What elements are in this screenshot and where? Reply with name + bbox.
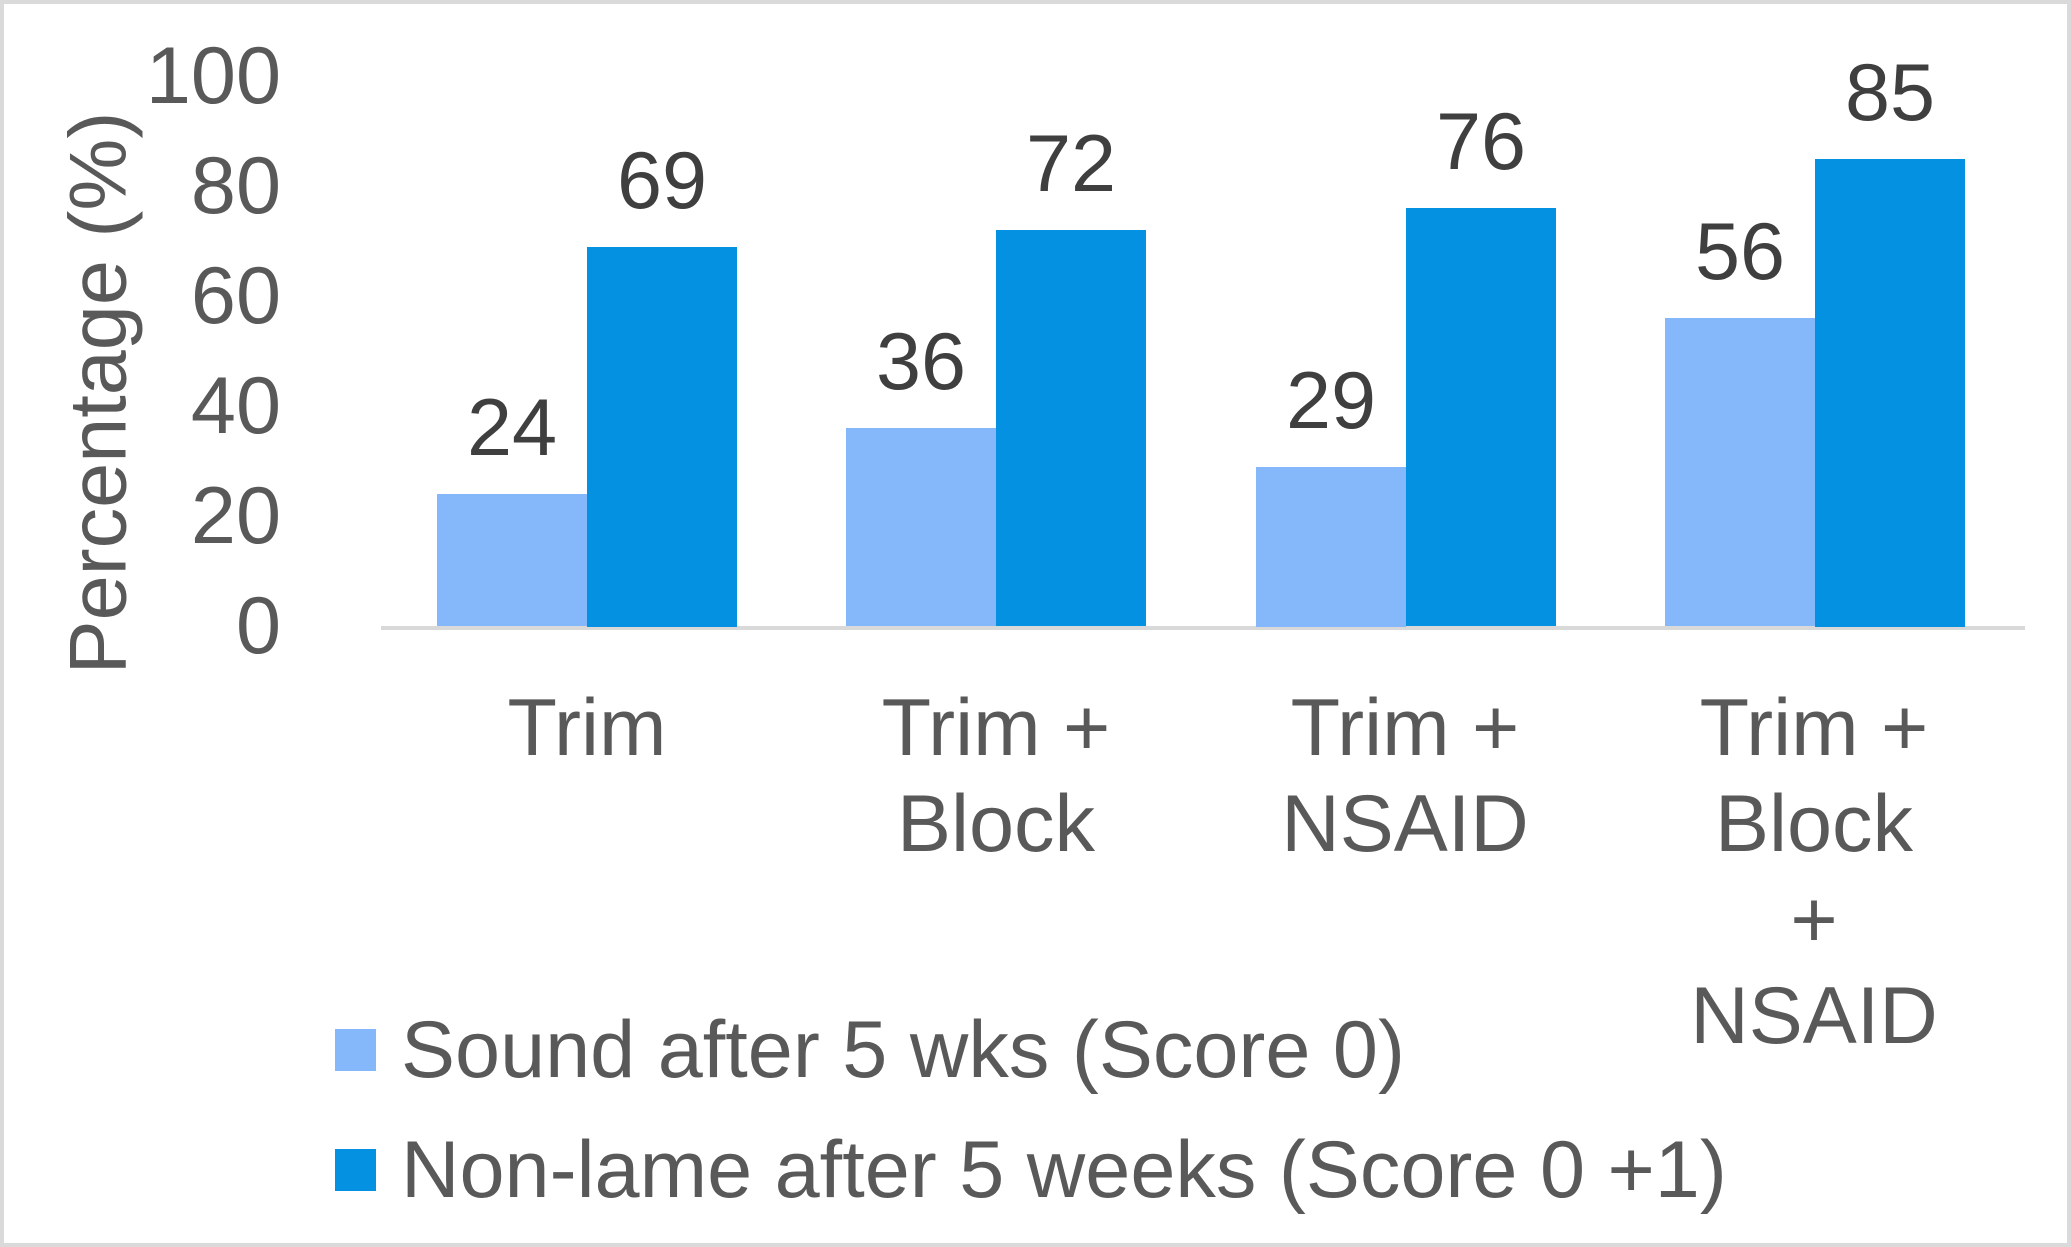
bar-data-label: 56 xyxy=(1694,207,1786,297)
y-tick-label: 100 xyxy=(145,31,281,121)
y-tick-label: 60 xyxy=(190,251,281,341)
bar-data-label: 76 xyxy=(1435,97,1527,187)
legend-label: Sound after 5 wks (Score 0) xyxy=(401,1005,1405,1095)
category-label: Trim + Block + NSAID xyxy=(1690,683,1938,1061)
y-tick-label: 40 xyxy=(190,361,281,451)
legend-item: Sound after 5 wks (Score 0) xyxy=(335,1008,1405,1092)
legend-item: Non-lame after 5 weeks (Score 0 +1) xyxy=(335,1128,1727,1212)
bar-nonlame-3 xyxy=(1406,208,1556,626)
bar-data-label: 36 xyxy=(875,317,967,407)
bar-data-label: 69 xyxy=(616,136,708,226)
bar-data-label: 85 xyxy=(1844,48,1936,138)
x-axis-line xyxy=(381,626,2025,630)
y-tick-label: 0 xyxy=(235,581,281,671)
bar-nonlame-1 xyxy=(587,247,737,627)
y-axis-title: Percentage (%) xyxy=(53,111,144,675)
bar-nonlame-2 xyxy=(996,230,1146,626)
category-label: Trim + Block xyxy=(881,683,1111,869)
bar-nonlame-4 xyxy=(1815,159,1965,627)
bar-data-label: 72 xyxy=(1025,119,1117,209)
legend-swatch xyxy=(335,1029,376,1071)
legend-label: Non-lame after 5 weeks (Score 0 +1) xyxy=(401,1125,1727,1215)
bar-sound-1 xyxy=(437,494,587,626)
bar-data-label: 29 xyxy=(1285,356,1377,446)
bar-sound-4 xyxy=(1665,318,1815,626)
bar-sound-2 xyxy=(846,428,996,626)
bar-data-label: 24 xyxy=(466,383,558,473)
y-tick-label: 80 xyxy=(190,141,281,231)
category-label: Trim xyxy=(507,683,667,773)
category-label: Trim + NSAID xyxy=(1281,683,1529,869)
bar-sound-3 xyxy=(1256,467,1406,627)
legend-swatch xyxy=(335,1149,376,1191)
y-tick-label: 20 xyxy=(190,471,281,561)
